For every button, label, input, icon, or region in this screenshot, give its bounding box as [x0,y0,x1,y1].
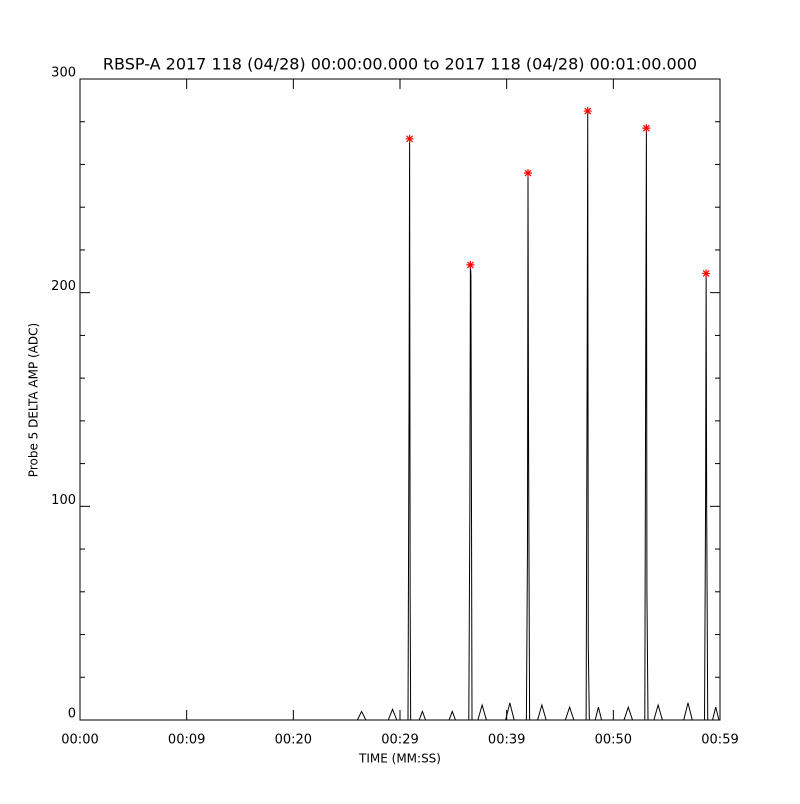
peak-marker [405,134,414,143]
data-line [80,111,720,721]
peak-marker [583,107,592,116]
x-tick-label: 00:20 [275,733,312,748]
y-axis-label: Probe 5 DELTA AMP (ADC) [27,323,41,477]
x-tick-label: 00:29 [381,733,418,748]
peak-marker [466,260,475,269]
chart-title: RBSP-A 2017 118 (04/28) 00:00:00.000 to … [103,55,697,74]
x-tick-label: 00:00 [61,733,98,748]
x-tick-label: 00:09 [168,733,205,748]
y-tick-label: 0 [68,707,76,722]
peak-marker [642,124,651,133]
x-axis-label: TIME (MM:SS) [358,752,441,766]
y-tick-label: 200 [51,279,76,294]
x-tick-label: 00:50 [595,733,632,748]
peak-marker [702,269,711,278]
x-tick-label: 00:39 [488,733,525,748]
y-tick-label: 100 [51,493,76,508]
y-tick-label: 300 [51,66,76,81]
peak-marker [524,169,532,178]
x-tick-label: 00:59 [701,733,738,748]
